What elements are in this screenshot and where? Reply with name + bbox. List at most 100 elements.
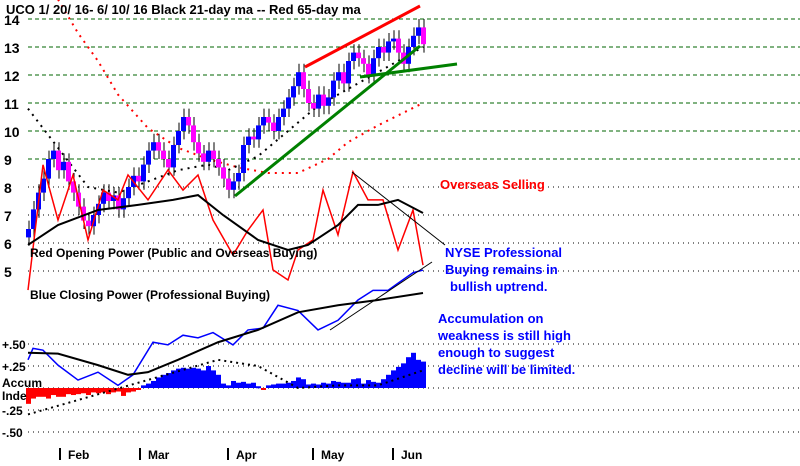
accum-bar bbox=[56, 388, 61, 397]
accum-bar bbox=[51, 388, 56, 396]
price-bar bbox=[211, 150, 216, 159]
accum-bar bbox=[86, 388, 91, 396]
accum-bar bbox=[201, 370, 206, 388]
accum-bar bbox=[116, 388, 121, 392]
accum-bar bbox=[41, 388, 46, 397]
price-bar bbox=[341, 72, 346, 84]
price-bar bbox=[411, 35, 416, 47]
accum-bar bbox=[256, 386, 261, 389]
accum-bar bbox=[61, 388, 66, 397]
price-bar bbox=[286, 97, 291, 109]
month-label: Feb bbox=[68, 448, 89, 462]
price-bar bbox=[271, 122, 276, 131]
accum-bar bbox=[416, 359, 421, 388]
price-bar bbox=[26, 229, 31, 238]
accum-bar bbox=[251, 382, 256, 388]
accum-tick-label: +.50 bbox=[2, 338, 26, 352]
annotation-accum-2: weakness is still high bbox=[437, 328, 571, 343]
price-bar bbox=[306, 89, 311, 103]
price-bar bbox=[326, 97, 331, 106]
closing-power-ma-line bbox=[27, 291, 424, 376]
price-bar bbox=[221, 167, 226, 179]
accum-bar bbox=[66, 388, 71, 395]
closing-power-line bbox=[27, 269, 424, 387]
opening-power-line bbox=[27, 164, 424, 291]
price-bar bbox=[31, 209, 36, 229]
accum-bar bbox=[421, 361, 426, 388]
accum-bar bbox=[381, 379, 386, 388]
annotation-overseas-selling: Overseas Selling bbox=[440, 177, 545, 192]
index-label: Inde bbox=[2, 389, 27, 403]
accum-bar bbox=[146, 383, 151, 388]
accum-label: Accum bbox=[2, 376, 42, 390]
accum-bar bbox=[321, 382, 326, 388]
closing-power-label: Blue Closing Power (Professional Buying) bbox=[30, 288, 270, 302]
accum-bar bbox=[71, 388, 76, 396]
opening-power-label: Red Opening Power (Public and Overseas B… bbox=[30, 246, 317, 260]
price-bar bbox=[336, 72, 341, 81]
price-bar bbox=[46, 159, 51, 179]
price-bar bbox=[351, 52, 356, 61]
price-bar bbox=[201, 153, 206, 162]
price-tick-label: 8 bbox=[4, 180, 12, 196]
price-bar bbox=[41, 178, 46, 193]
accum-bar bbox=[391, 370, 396, 388]
accum-bar bbox=[81, 388, 86, 394]
accum-bar bbox=[26, 388, 31, 404]
price-tick-label: 14 bbox=[4, 12, 20, 28]
accum-bar bbox=[221, 383, 226, 388]
accum-bar bbox=[396, 366, 401, 388]
ma65-line bbox=[57, 0, 424, 174]
price-bar bbox=[261, 117, 266, 126]
accum-bar bbox=[376, 382, 381, 388]
accum-bar bbox=[76, 388, 81, 395]
accum-bar bbox=[186, 368, 191, 388]
price-bar bbox=[126, 187, 131, 199]
price-bar bbox=[106, 192, 111, 201]
price-bar bbox=[246, 136, 251, 145]
accum-bar bbox=[246, 383, 251, 388]
accum-bar bbox=[196, 368, 201, 388]
accum-bar bbox=[101, 388, 106, 393]
accum-bar bbox=[156, 377, 161, 388]
accum-bar bbox=[141, 385, 146, 388]
price-bar bbox=[66, 161, 71, 182]
accum-bar bbox=[46, 388, 51, 399]
accum-bar bbox=[161, 374, 166, 388]
price-bar bbox=[196, 142, 201, 154]
month-label: Mar bbox=[148, 448, 170, 462]
price-bar bbox=[296, 72, 301, 87]
price-bar bbox=[71, 181, 76, 193]
opening-power-downtrend bbox=[351, 171, 446, 246]
green-support-trendline bbox=[234, 44, 421, 198]
accum-bar bbox=[286, 382, 291, 388]
accum-bar bbox=[171, 370, 176, 388]
accum-tick-label: -.25 bbox=[2, 404, 23, 418]
annotation-accum-1: Accumulation on bbox=[438, 311, 544, 326]
accum-bar bbox=[96, 388, 101, 394]
accum-bar bbox=[151, 380, 156, 388]
accum-bar bbox=[346, 382, 351, 388]
accum-bar bbox=[206, 366, 211, 388]
accum-bar bbox=[371, 381, 376, 388]
accum-bar bbox=[36, 388, 41, 397]
accum-bar bbox=[91, 388, 96, 393]
price-bar bbox=[141, 164, 146, 182]
price-tick-label: 10 bbox=[4, 124, 20, 140]
price-bar bbox=[321, 94, 326, 106]
accum-bar bbox=[216, 374, 221, 388]
price-bar bbox=[356, 52, 361, 59]
price-bar bbox=[146, 150, 151, 165]
price-bar bbox=[241, 145, 246, 173]
price-tick-label: 6 bbox=[4, 236, 12, 252]
price-tick-label: 13 bbox=[4, 40, 20, 56]
accum-bar bbox=[241, 381, 246, 388]
accum-bar bbox=[291, 380, 296, 388]
green-neckline-trendline bbox=[359, 62, 458, 79]
red-resistance-trendline bbox=[304, 4, 421, 69]
price-bar bbox=[81, 206, 86, 221]
month-label: May bbox=[321, 448, 345, 462]
month-label: Jun bbox=[401, 448, 422, 462]
opening-power-ma-line bbox=[27, 194, 424, 252]
